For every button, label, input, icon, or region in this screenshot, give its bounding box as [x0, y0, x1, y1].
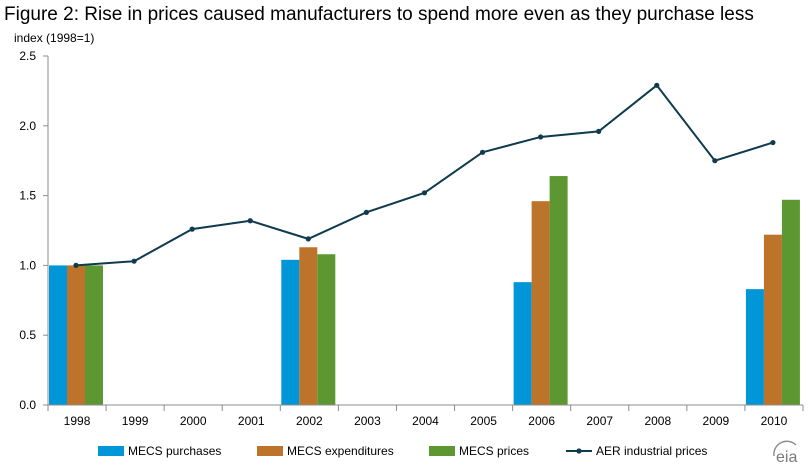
- x-tick-label-2006: 2006: [528, 414, 555, 428]
- point-2001: [247, 218, 253, 224]
- point-2000: [189, 226, 195, 232]
- point-2010: [770, 139, 776, 146]
- bar-mecs-purchases-2006: [513, 282, 532, 405]
- point-2006: [538, 134, 544, 140]
- eia-logo: eia: [773, 440, 797, 466]
- y-tick-label-0.0: 0.0: [19, 398, 36, 412]
- x-tick-label-1998: 1998: [64, 414, 91, 428]
- legend-swatch-mecs-prices: [429, 446, 455, 456]
- x-tick-label-2009: 2009: [703, 414, 730, 428]
- x-tick-label-2001: 2001: [238, 414, 265, 428]
- bar-mecs-purchases-2002: [281, 259, 300, 405]
- legend-label-mecs-purchases: MECS purchases: [128, 444, 221, 458]
- point-2005: [479, 149, 486, 155]
- point-2009: [712, 158, 718, 164]
- bar-mecs-prices-2006: [549, 176, 568, 405]
- bar-mecs-purchases-1998: [49, 265, 67, 405]
- y-tick-label-1.0: 1.0: [19, 258, 36, 272]
- eia-logo-arc: [773, 440, 797, 457]
- x-tick-label-2007: 2007: [586, 414, 613, 428]
- y-tick-label-2.5: 2.5: [19, 49, 36, 63]
- x-tick-label-2004: 2004: [412, 414, 439, 428]
- bar-mecs-purchases-2010: [745, 289, 764, 405]
- legend-label-aer-industrial-prices: AER industrial prices: [596, 444, 707, 458]
- chart-title: Figure 2: Rise in prices caused manufact…: [4, 4, 754, 25]
- x-tick-label-2002: 2002: [296, 414, 323, 428]
- axes-layer: 0.0 0.5 1.0 1.5 2.0 2.5 1998 1999 2000 2001 2002 20…: [19, 49, 804, 428]
- legend-marker-aer-industrial-prices: [576, 448, 582, 454]
- x-tick-label-2003: 2003: [354, 414, 381, 428]
- point-2007: [596, 128, 602, 134]
- legend: MECS purchases MECS expenditures MECS pric…: [98, 444, 707, 458]
- eia-logo-text: eia: [776, 449, 797, 466]
- line-aer-industrial-prices: [75, 83, 774, 267]
- bar-mecs-expenditures-2006: [531, 201, 550, 405]
- legend-swatch-mecs-purchases: [98, 446, 124, 456]
- x-tick-label-2008: 2008: [644, 414, 671, 428]
- point-1999: [131, 258, 137, 264]
- x-tick-label-1999: 1999: [122, 414, 149, 428]
- bar-mecs-expenditures-2002: [299, 247, 318, 405]
- legend-swatch-mecs-expenditures: [257, 446, 283, 456]
- x-tick-label-2005: 2005: [470, 414, 497, 428]
- point-2003: [363, 209, 369, 215]
- legend-label-mecs-prices: MECS prices: [459, 444, 529, 458]
- bar-mecs-expenditures-1998: [67, 265, 85, 405]
- point-2004: [421, 190, 428, 196]
- x-tick-label-2010: 2010: [761, 414, 788, 428]
- y-tick-label-0.5: 0.5: [19, 328, 36, 342]
- bar-mecs-prices-1998: [85, 265, 103, 405]
- point-1998: [73, 262, 79, 268]
- bar-mecs-expenditures-2010: [763, 234, 782, 405]
- line-layer: [73, 82, 776, 268]
- legend-label-mecs-expenditures: MECS expenditures: [287, 444, 394, 458]
- bars-layer: [49, 176, 800, 405]
- y-tick-label-1.5: 1.5: [19, 189, 36, 203]
- y-tick-label-2.0: 2.0: [19, 119, 36, 133]
- bar-mecs-prices-2002: [317, 254, 336, 405]
- point-2008: [654, 82, 660, 88]
- bar-mecs-prices-2010: [781, 199, 800, 405]
- point-2002: [305, 236, 311, 242]
- y-axis-label: index (1998=1): [14, 31, 95, 45]
- x-tick-label-2000: 2000: [180, 414, 207, 428]
